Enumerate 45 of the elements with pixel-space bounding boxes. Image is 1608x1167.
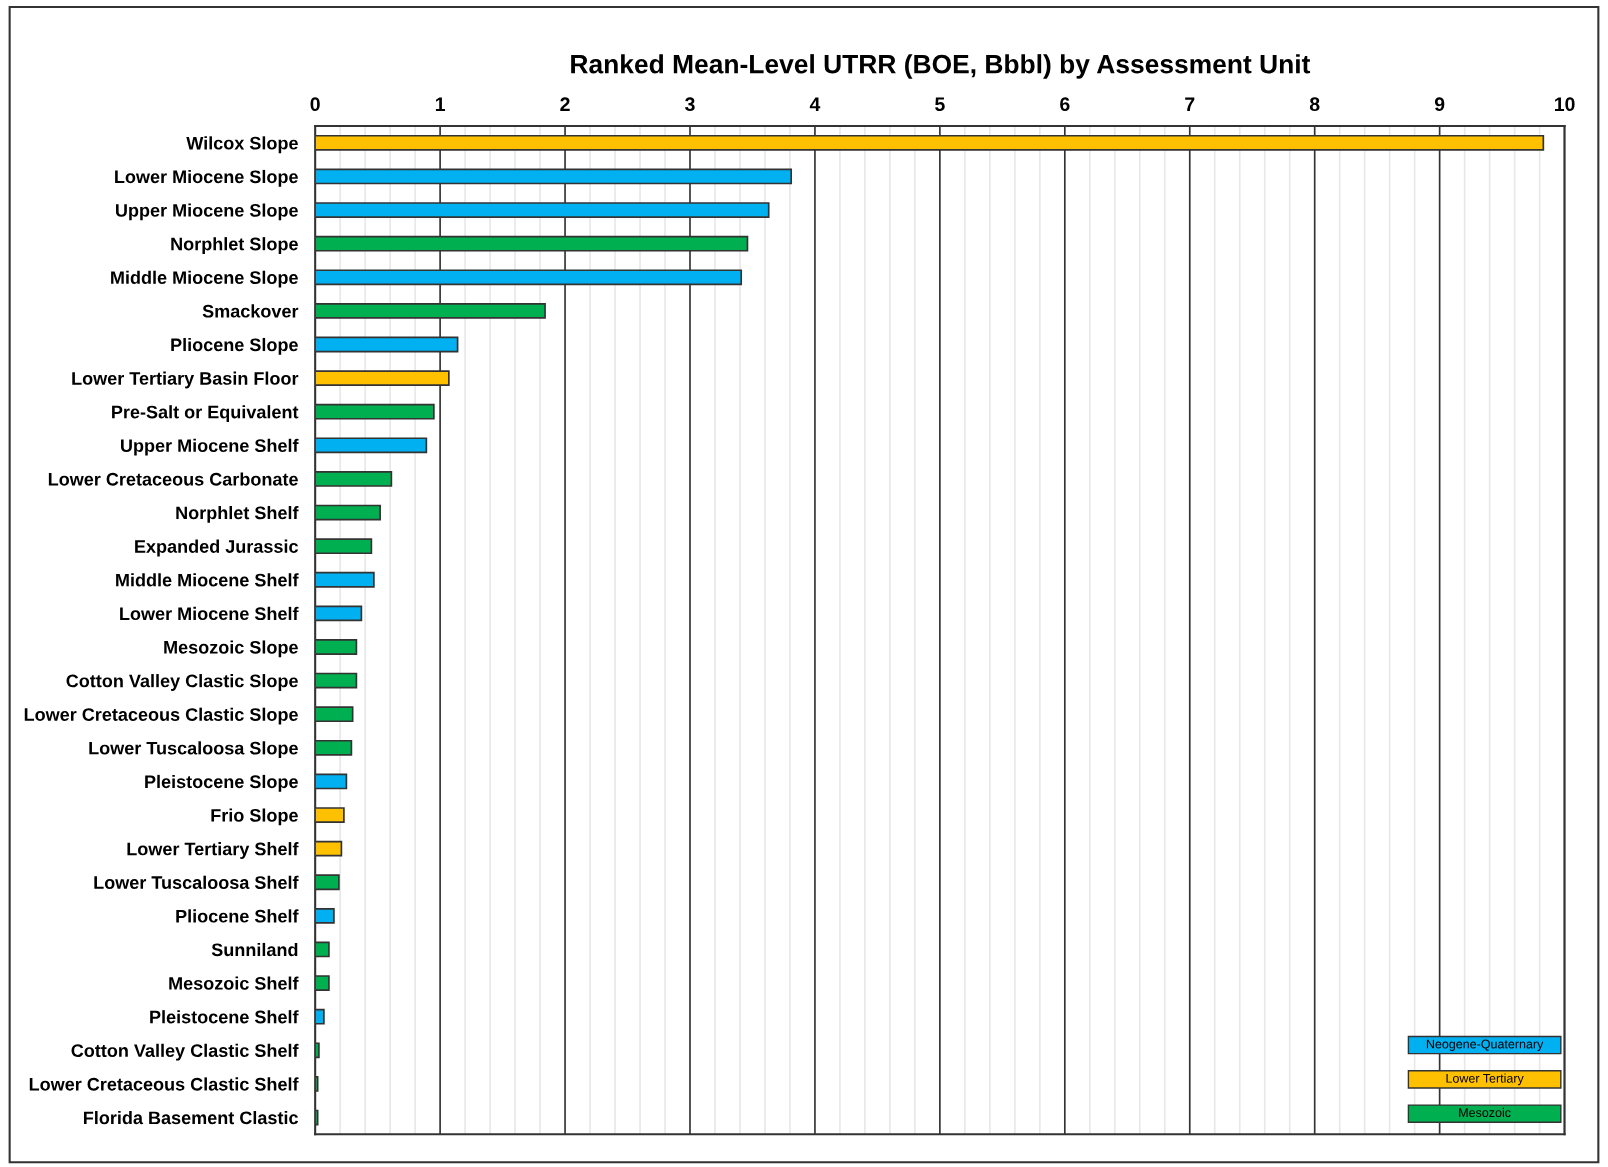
x-tick-label: 2 <box>560 97 570 111</box>
text: Mesozoic <box>1459 1107 1511 1118</box>
y-tick-label: Middle Miocene Shelf <box>116 573 299 587</box>
x-tick-label: 6 <box>1060 97 1070 112</box>
y-tick-label: Middle Miocene Slope <box>111 270 298 288</box>
y-tick-label: Lower Tertiary Basin Floor <box>72 371 299 389</box>
x-tick-label: 7 <box>1185 97 1195 111</box>
y-tick-label: Lower Tertiary Shelf <box>127 842 299 859</box>
y-tick-label: Cotton Valley Clastic Shelf <box>71 1043 299 1061</box>
y-tick-label: Pliocene Shelf <box>176 909 299 923</box>
x-tick-label: 5 <box>935 97 945 112</box>
x-tick-label: 1 <box>435 97 445 111</box>
x-tick-label: 3 <box>685 97 695 112</box>
y-tick-label: Cotton Valley Clastic Slope <box>66 674 298 691</box>
y-tick-label: Pre-Salt or Equivalent <box>112 405 299 423</box>
y-tick-label: Lower Tuscaloosa Slope <box>89 741 298 759</box>
text: Neogene-Quaternary <box>1426 1039 1544 1051</box>
y-tick-label: Mesozoic Slope <box>164 640 298 658</box>
y-tick-label: Upper Miocene Slope <box>116 203 298 221</box>
x-tick-label: 8 <box>1309 97 1320 112</box>
y-tick-label: Smackover <box>202 304 299 318</box>
y-tick-label: Lower Cretaceous Clastic Slope <box>24 707 298 725</box>
y-tick-label: Florida Basement Clastic <box>83 1110 298 1125</box>
y-tick-label: Pleistocene Slope <box>145 774 298 792</box>
y-tick-label: Frio Slope <box>211 808 298 826</box>
y-tick-label: Upper Miocene Shelf <box>121 438 299 456</box>
y-tick-label: Sunniland <box>211 942 298 957</box>
x-tick-label: 4 <box>809 97 821 111</box>
y-tick-label: Pliocene Slope <box>171 337 298 355</box>
chart-title: Ranked Mean-Level UTRR (BOE, Bbbl) by Assessment Unit <box>571 54 1311 79</box>
y-tick-label: Wilcox Slope <box>186 136 298 154</box>
x-tick-label: 0 <box>310 97 320 112</box>
y-tick-label: Lower Cretaceous Carbonate <box>48 472 298 486</box>
y-tick-label: Lower Tuscaloosa Shelf <box>94 875 299 889</box>
y-tick-label: Lower Miocene Shelf <box>120 606 299 621</box>
y-tick-label: Lower Miocene Slope <box>115 169 298 187</box>
y-tick-label: Norphlet Shelf <box>176 506 299 523</box>
text: Lower Tertiary <box>1446 1073 1524 1086</box>
y-tick-label: Lower Cretaceous Clastic Shelf <box>29 1077 299 1091</box>
x-tick-label: 9 <box>1434 97 1445 112</box>
y-tick-label: Norphlet Slope <box>171 237 298 254</box>
y-tick-label: Pleistocene Shelf <box>150 1010 299 1024</box>
y-tick-label: Mesozoic Shelf <box>169 976 299 990</box>
x-tick-label: 10 <box>1555 97 1575 112</box>
y-tick-label: Expanded Jurassic <box>135 539 298 557</box>
